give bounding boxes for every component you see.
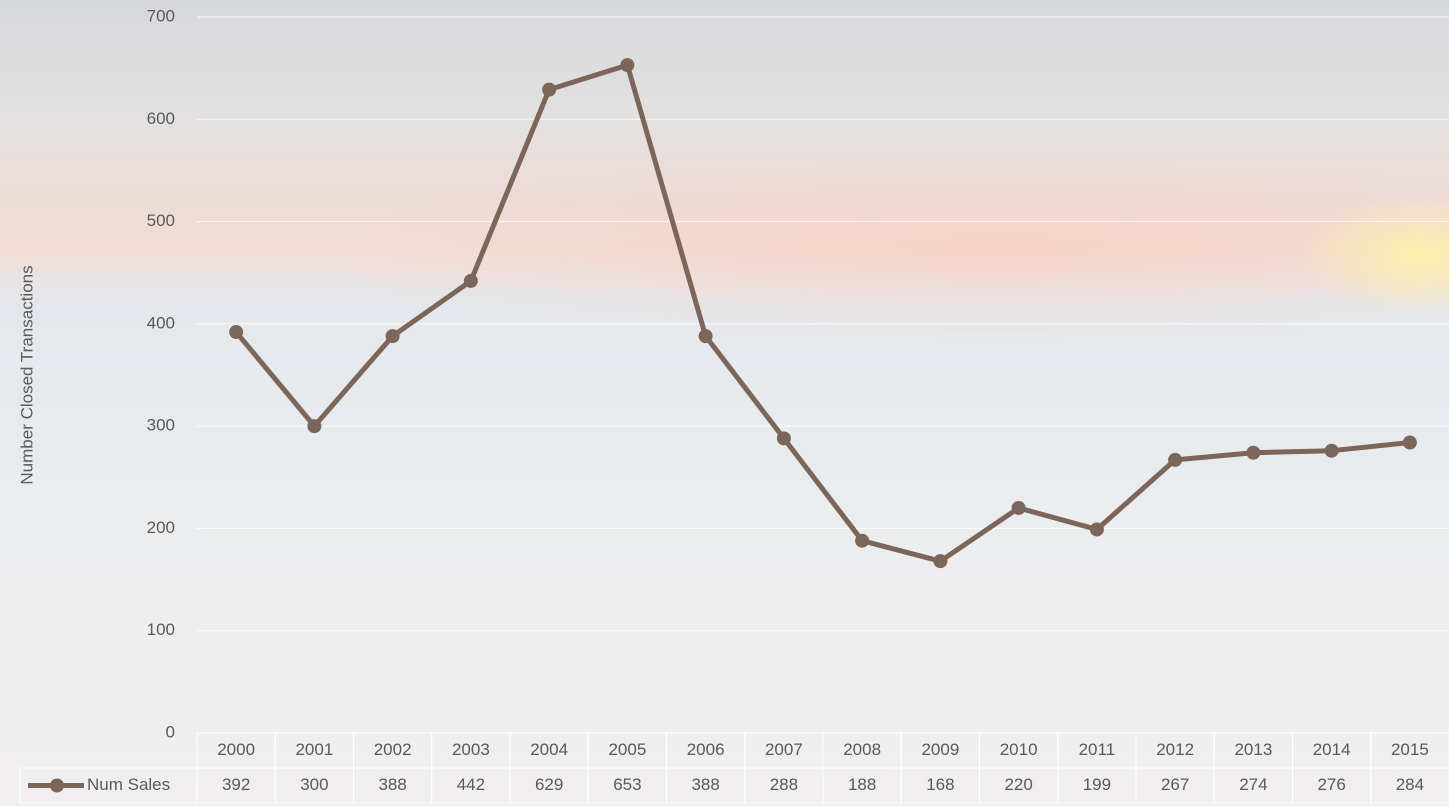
x-tick-label: 2013	[1234, 740, 1272, 759]
x-tick-label: 2006	[687, 740, 725, 759]
table-value: 284	[1396, 775, 1424, 794]
table-value: 388	[691, 775, 719, 794]
data-point	[699, 329, 713, 343]
table-value: 188	[848, 775, 876, 794]
table-value: 276	[1317, 775, 1345, 794]
x-tick-label: 2008	[843, 740, 881, 759]
y-tick-label: 300	[147, 416, 175, 435]
data-point	[1168, 453, 1182, 467]
x-tick-label: 2005	[608, 740, 646, 759]
table-value: 199	[1083, 775, 1111, 794]
chart: Number Closed Transactions 0 100 200 300 400…	[0, 0, 1449, 806]
data-point	[855, 534, 869, 548]
x-tick-label: 2010	[1000, 740, 1038, 759]
y-tick-label: 400	[147, 313, 175, 332]
data-point	[777, 431, 791, 445]
x-tick-label: 2009	[921, 740, 959, 759]
data-point	[1246, 446, 1260, 460]
legend-label: Num Sales	[87, 775, 170, 794]
data-point	[386, 329, 400, 343]
x-tick-label: 2001	[295, 740, 333, 759]
table-value: 168	[926, 775, 954, 794]
y-tick-label: 500	[147, 211, 175, 230]
table-value: 274	[1239, 775, 1267, 794]
page: Number Closed Transactions 0 100 200 300 400…	[0, 0, 1449, 806]
data-point	[229, 325, 243, 339]
table-value: 220	[1004, 775, 1032, 794]
data-point	[464, 274, 478, 288]
data-point	[1325, 444, 1339, 458]
table-value: 653	[613, 775, 641, 794]
x-tick-label: 2000	[217, 740, 255, 759]
table-value: 288	[770, 775, 798, 794]
y-tick-label: 700	[147, 6, 175, 25]
data-point	[1403, 436, 1417, 450]
table-value: 300	[300, 775, 328, 794]
table-value: 388	[378, 775, 406, 794]
y-axis-label: Number Closed Transactions	[17, 265, 36, 484]
series-line	[236, 65, 1410, 561]
table-value: 267	[1161, 775, 1189, 794]
x-tick-label: 2007	[765, 740, 803, 759]
y-tick-label: 0	[166, 722, 175, 741]
x-tick-label: 2002	[374, 740, 412, 759]
data-point	[542, 83, 556, 97]
data-point	[1012, 501, 1026, 515]
table-value: 392	[222, 775, 250, 794]
data-point	[307, 419, 321, 433]
x-tick-label: 2011	[1079, 740, 1116, 759]
data-point	[1090, 522, 1104, 536]
x-tick-label: 2014	[1313, 740, 1351, 759]
data-point	[620, 58, 634, 72]
y-tick-label: 200	[147, 518, 175, 537]
x-tick-label: 2012	[1156, 740, 1194, 759]
y-tick-label: 600	[147, 109, 175, 128]
x-tick-label: 2003	[452, 740, 490, 759]
data-point	[933, 554, 947, 568]
y-tick-label: 100	[147, 620, 175, 639]
table-value: 629	[535, 775, 563, 794]
table-value: 442	[457, 775, 485, 794]
legend-marker	[50, 779, 64, 793]
x-tick-label: 2015	[1391, 740, 1429, 759]
x-tick-label: 2004	[530, 740, 568, 759]
